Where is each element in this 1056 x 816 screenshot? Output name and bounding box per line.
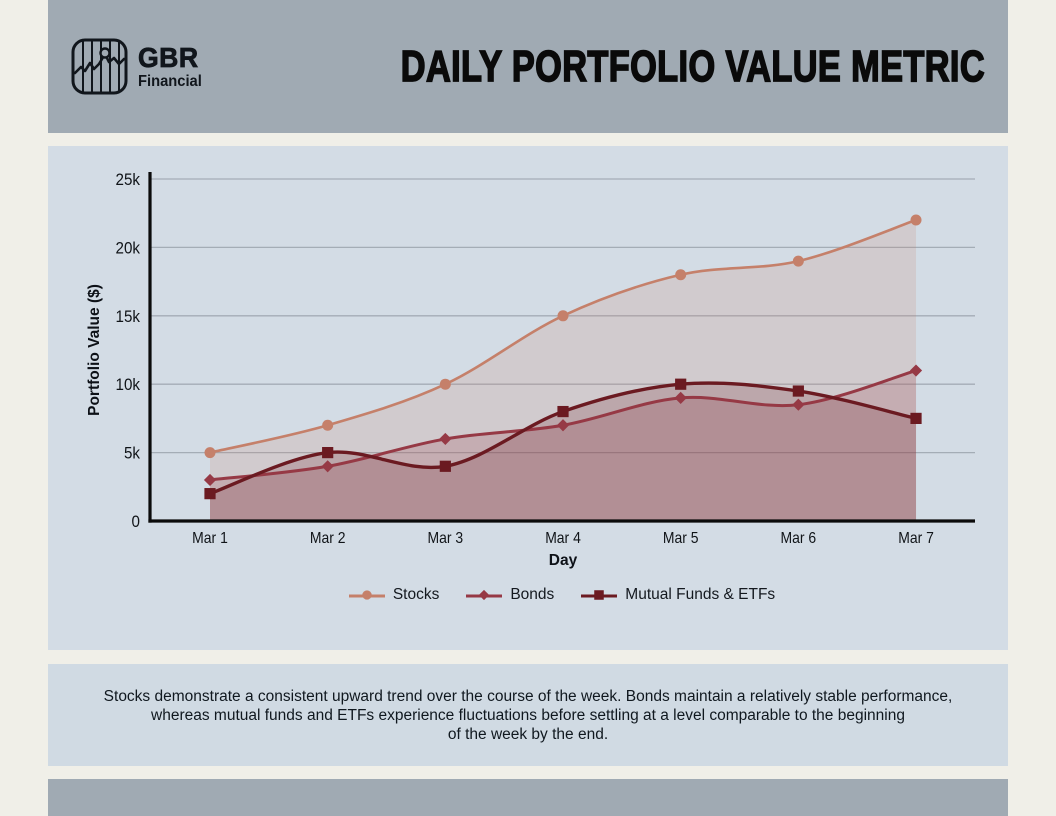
caption-line: of the week by the end.: [447, 725, 609, 743]
y-tick-label: 15k: [116, 308, 141, 326]
x-tick-label: Mar 7: [898, 530, 934, 547]
caption-line: whereas mutual funds and ETFs experience…: [151, 706, 905, 724]
page-title: DAILY PORTFOLIO VALUE METRIC: [400, 41, 985, 92]
caption-line: Stocks demonstrate a consistent upward t…: [103, 687, 953, 705]
y-axis-title: Portfolio Value ($): [86, 284, 103, 416]
footer-bar: [48, 779, 1008, 816]
y-tick-label: 25k: [116, 171, 141, 189]
stocks-marker: [362, 590, 372, 600]
y-tick-label: 5k: [124, 445, 140, 463]
legend-item-stocks[interactable]: Stocks: [348, 586, 440, 604]
portfolio-line-chart: 0 5k 10k 15k 20k 25k Mar 1 Mar 2 Mar 3 Mar 4 Mar 5…: [116, 171, 975, 547]
mutual-funds-etfs-area: [210, 383, 917, 521]
brand-logo-icon: [71, 38, 128, 95]
bonds-marker: [479, 589, 490, 601]
brand-subtitle: Financial: [138, 72, 202, 90]
legend-item-mutual-funds-etfs[interactable]: Mutual Funds & ETFs: [580, 586, 775, 604]
mutual-funds-etfs-marker: [322, 447, 334, 459]
x-tick-label: Mar 3: [428, 530, 464, 547]
chart-panel: 0 5k 10k 15k 20k 25k Mar 1 Mar 2 Mar 3 Mar 4 Mar 5…: [48, 146, 1008, 650]
stocks-area: [210, 220, 917, 521]
mutual-funds-etfs-marker: [675, 378, 687, 390]
bonds-marker: [556, 419, 570, 432]
bonds-marker: [321, 460, 334, 473]
y-tick-label: 0: [132, 513, 141, 531]
legend-label: Mutual Funds & ETFs: [625, 586, 776, 603]
mutual-funds-etfs-marker: [594, 590, 605, 600]
mutual-funds-etfs-marker: [439, 460, 451, 472]
stocks-marker: [910, 214, 922, 226]
stocks-marker: [557, 310, 569, 322]
bonds-legend-swatch-icon: [466, 589, 503, 601]
bonds-marker: [439, 432, 452, 446]
bonds-marker: [203, 473, 217, 487]
stocks-marker: [322, 419, 334, 431]
stocks-marker: [675, 269, 687, 281]
x-tick-label: Mar 2: [310, 530, 346, 547]
x-axis-title: Day: [548, 552, 578, 569]
brand: GBR Financial: [71, 38, 205, 95]
mutual-funds-etfs-legend-swatch-icon: [581, 590, 618, 600]
stocks-marker: [792, 255, 804, 267]
x-tick-label: Mar 1: [192, 530, 228, 547]
brand-name: GBR: [138, 41, 199, 73]
legend-label: Bonds: [510, 586, 555, 603]
y-tick-label: 10k: [116, 377, 141, 395]
chart-legend: Stocks Bonds Mutual Funds & ETFs: [150, 586, 973, 604]
x-tick-label: Mar 6: [781, 530, 817, 547]
bonds-marker: [909, 364, 923, 377]
mutual-funds-etfs-marker: [792, 385, 804, 397]
caption-panel: Stocks demonstrate a consistent upward t…: [48, 664, 1008, 766]
stocks-marker: [204, 447, 216, 459]
stocks-marker: [439, 378, 451, 390]
x-tick-label: Mar 4: [545, 530, 581, 547]
mutual-funds-etfs-marker: [557, 405, 569, 418]
stocks-legend-swatch-icon: [348, 590, 385, 600]
legend-label: Stocks: [392, 586, 440, 603]
x-tick-label: Mar 5: [663, 530, 699, 547]
legend-item-bonds[interactable]: Bonds: [465, 586, 554, 604]
brand-text: GBR Financial: [138, 41, 205, 90]
mutual-funds-etfs-marker: [910, 412, 922, 424]
bonds-area: [210, 370, 917, 521]
header-bar: GBR Financial DAILY PORTFOLIO VALUE METR…: [48, 0, 1008, 133]
mutual-funds-etfs-marker: [204, 488, 216, 500]
y-tick-label: 20k: [116, 240, 141, 258]
